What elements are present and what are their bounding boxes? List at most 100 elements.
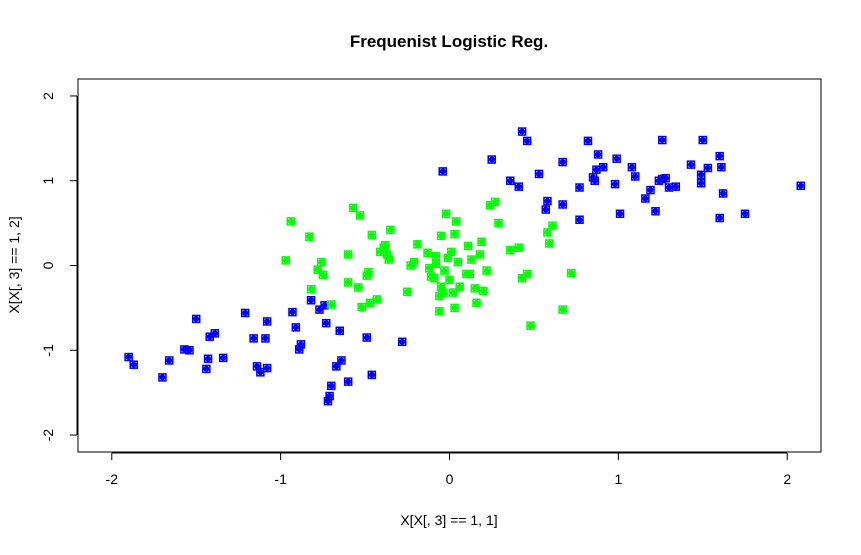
blue-point	[327, 381, 336, 391]
x-axis-label: X[X[, 3] == 1, 1]	[400, 512, 497, 528]
x-tick-label: 2	[783, 471, 791, 487]
green-point	[384, 255, 393, 264]
blue-point	[534, 169, 544, 179]
blue-point	[321, 318, 331, 328]
green-point	[514, 243, 523, 252]
green-point	[343, 278, 353, 287]
green-point	[446, 247, 456, 257]
green-point	[558, 305, 567, 314]
blue-point	[203, 354, 213, 363]
green-point	[543, 228, 552, 237]
blue-point	[240, 308, 250, 318]
green-point	[470, 284, 480, 293]
blue-point	[343, 377, 353, 386]
y-tick-label: 0	[40, 261, 56, 269]
green-point	[522, 269, 532, 279]
green-point	[452, 217, 461, 226]
green-point	[453, 257, 463, 267]
blue-point	[641, 194, 650, 203]
x-tick-label: 1	[614, 471, 622, 487]
green-point	[343, 250, 353, 259]
blue-point	[696, 179, 706, 188]
blue-point	[522, 136, 532, 146]
green-point	[479, 286, 488, 296]
data-points	[124, 127, 805, 406]
green-point	[430, 273, 439, 283]
green-point	[566, 268, 576, 278]
green-point	[381, 240, 390, 250]
green-point	[318, 270, 328, 280]
green-point	[386, 225, 395, 235]
green-point	[506, 245, 515, 255]
green-point	[431, 259, 441, 269]
blue-point	[627, 162, 637, 172]
blue-point	[332, 362, 341, 371]
blue-point	[612, 154, 621, 163]
blue-point	[164, 356, 174, 365]
blue-point	[261, 334, 270, 343]
blue-point	[698, 135, 708, 145]
y-tick-label: -1	[40, 344, 56, 357]
green-point	[413, 240, 422, 249]
green-point	[441, 209, 451, 219]
green-point	[477, 237, 486, 247]
y-tick-label: 1	[40, 177, 56, 185]
green-point	[372, 295, 382, 304]
blue-point	[335, 326, 344, 336]
blue-point	[320, 301, 329, 310]
green-point	[348, 203, 358, 213]
y-tick-label: 2	[40, 92, 56, 100]
green-point	[431, 251, 441, 261]
blue-point	[191, 314, 201, 324]
blue-point	[610, 179, 620, 189]
blue-point	[367, 370, 377, 380]
blue-point	[306, 296, 316, 305]
x-tick-label: -2	[106, 471, 119, 487]
blue-point	[631, 172, 640, 181]
green-point	[424, 263, 434, 273]
blue-point	[210, 329, 220, 338]
green-point	[494, 218, 503, 228]
blue-point	[703, 163, 713, 173]
blue-point	[796, 181, 805, 191]
green-point	[355, 211, 365, 220]
green-point	[438, 288, 447, 297]
green-point	[357, 302, 366, 312]
green-point	[305, 232, 314, 241]
green-point	[436, 231, 446, 241]
green-point	[548, 221, 557, 230]
blue-point	[593, 150, 603, 159]
blue-point	[291, 323, 301, 332]
green-point	[365, 298, 375, 308]
blue-point	[438, 167, 447, 176]
blue-point	[541, 205, 551, 214]
y-tick-label: -2	[40, 429, 56, 442]
x-tick-label: -1	[274, 471, 287, 487]
blue-point	[696, 170, 706, 180]
green-point	[364, 268, 373, 277]
green-point	[455, 282, 464, 291]
green-point	[435, 307, 444, 316]
blue-point	[740, 209, 750, 219]
green-point	[475, 250, 485, 259]
green-point	[544, 239, 554, 248]
blue-point	[129, 360, 138, 369]
green-point	[409, 257, 419, 267]
blue-point	[715, 213, 724, 223]
x-axis: -2 -1 0 1 2	[106, 452, 791, 487]
blue-point	[686, 160, 696, 169]
green-point	[465, 269, 475, 279]
green-point	[440, 266, 449, 275]
green-point	[316, 257, 326, 267]
blue-point	[664, 183, 674, 192]
green-point	[463, 241, 473, 251]
blue-point	[715, 151, 724, 161]
green-point	[286, 217, 296, 226]
blue-point	[288, 307, 297, 317]
blue-point	[262, 363, 272, 373]
blue-point	[262, 317, 272, 326]
y-axis: -2 -1 0 1 2	[40, 92, 78, 442]
green-point	[313, 265, 323, 274]
blue-point	[514, 182, 523, 191]
